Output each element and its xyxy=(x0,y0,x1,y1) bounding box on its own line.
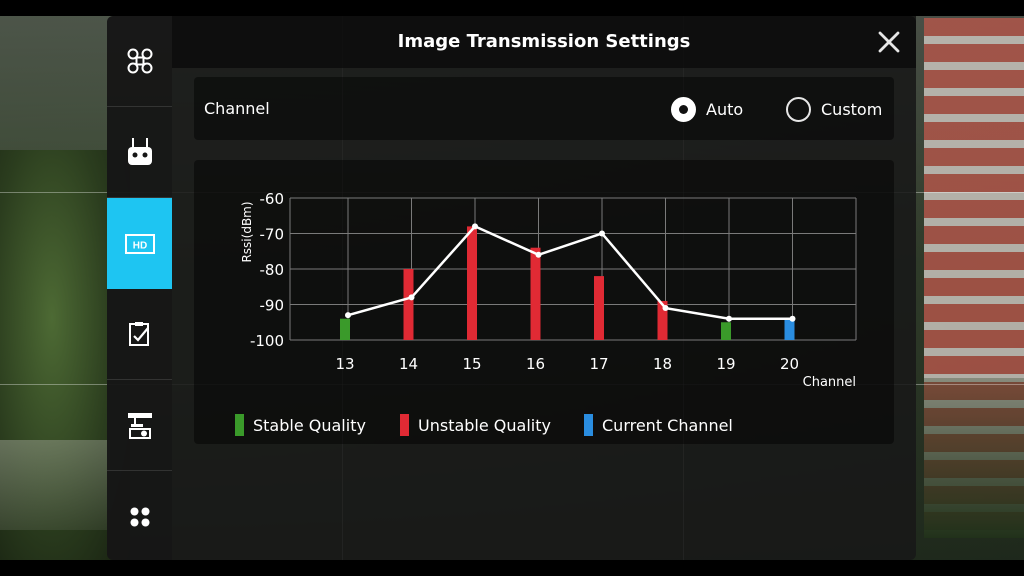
letterbox-bottom xyxy=(0,560,1024,576)
side-item-gimbal-camera[interactable] xyxy=(107,380,172,471)
camera-building xyxy=(924,18,1024,538)
y-tick-label: -90 xyxy=(260,297,285,315)
legend-stable: Stable Quality xyxy=(235,414,366,436)
x-tick-label: 16 xyxy=(526,355,545,373)
side-item-checklist[interactable] xyxy=(107,289,172,380)
checklist-icon xyxy=(128,322,149,346)
remote-controller-icon xyxy=(127,138,152,165)
x-tick-label: 18 xyxy=(653,355,672,373)
settings-side-menu: HD xyxy=(107,16,172,560)
radio-label-custom: Custom xyxy=(821,99,883,119)
x-tick-label: 17 xyxy=(589,355,608,373)
more-icon xyxy=(130,507,149,526)
y-tick-label: -70 xyxy=(260,226,285,244)
x-tick-label: 20 xyxy=(780,355,799,373)
y-tick-label: -100 xyxy=(250,332,284,350)
aircraft-icon xyxy=(127,48,152,74)
rssi-chart-box: -60 -70 -80 -90 -100 Rssi(dBm) 13 14 15 16 17 18 19 2… xyxy=(194,160,894,444)
rssi-point-channel-20 xyxy=(789,315,796,322)
rssi-line xyxy=(347,224,793,320)
close-icon[interactable] xyxy=(877,30,901,54)
hd-icon-label: HD xyxy=(132,240,146,251)
legend-label-unstable: Unstable Quality xyxy=(418,415,551,435)
camera-path xyxy=(0,440,110,530)
bar-channel-20 xyxy=(784,318,795,340)
x-tick-label: 15 xyxy=(462,355,481,373)
bar-channel-19 xyxy=(721,322,731,340)
legend-label-current: Current Channel xyxy=(602,415,733,435)
rssi-point-channel-18 xyxy=(662,305,669,312)
x-tick-label: 19 xyxy=(716,355,735,373)
side-item-hd[interactable]: HD xyxy=(107,198,172,289)
side-item-aircraft[interactable] xyxy=(107,16,172,107)
channel-label: Channel xyxy=(204,99,270,118)
rssi-point-channel-14 xyxy=(408,294,415,301)
y-tick-label: -80 xyxy=(260,261,285,279)
channel-mode-row: Channel Auto Custom xyxy=(194,77,894,140)
bar-channel-18 xyxy=(657,300,668,340)
rssi-point-channel-15 xyxy=(472,223,478,230)
rssi-chart: -60 -70 -80 -90 -100 Rssi(dBm) 13 14 15 16 17 18 19 2… xyxy=(240,190,857,390)
x-tick-label: 14 xyxy=(399,355,418,373)
y-tick-label: -60 xyxy=(260,190,285,208)
gimbal-camera-icon xyxy=(127,413,152,439)
rssi-point-channel-13 xyxy=(345,312,351,319)
panel-header: Image Transmission Settings xyxy=(172,16,916,68)
radio-unchecked-icon xyxy=(786,96,811,122)
legend-swatch-stable xyxy=(235,414,244,436)
side-item-remote-controller[interactable] xyxy=(107,107,172,198)
y-axis-label: Rssi(dBm) xyxy=(240,201,254,262)
panel-title: Image Transmission Settings xyxy=(397,31,691,52)
legend-unstable: Unstable Quality xyxy=(400,414,551,436)
legend-label-stable: Stable Quality xyxy=(253,415,366,435)
bar-channel-14 xyxy=(403,269,414,340)
rssi-point-channel-16 xyxy=(535,251,542,258)
channel-auto-radio[interactable]: Auto xyxy=(671,96,743,122)
bar-channel-15 xyxy=(467,226,477,340)
bar-channel-16 xyxy=(530,247,541,340)
radio-checked-icon xyxy=(671,96,696,122)
legend-swatch-unstable xyxy=(400,414,409,436)
bar-channel-13 xyxy=(340,318,350,340)
channel-custom-radio[interactable]: Custom xyxy=(786,96,882,122)
legend-swatch-current xyxy=(584,414,593,436)
x-tick-label: 13 xyxy=(335,355,354,373)
side-item-more[interactable] xyxy=(107,471,172,560)
rssi-point-channel-17 xyxy=(599,230,605,237)
image-transmission-panel: Image Transmission Settings Channel Auto… xyxy=(172,16,916,560)
rssi-point-channel-19 xyxy=(726,315,732,322)
letterbox-top xyxy=(0,0,1024,16)
legend-current: Current Channel xyxy=(584,414,733,436)
hd-icon: HD xyxy=(124,233,155,254)
x-axis-label: Channel xyxy=(803,375,856,390)
bar-channel-17 xyxy=(594,276,604,340)
radio-label-auto: Auto xyxy=(706,99,744,119)
